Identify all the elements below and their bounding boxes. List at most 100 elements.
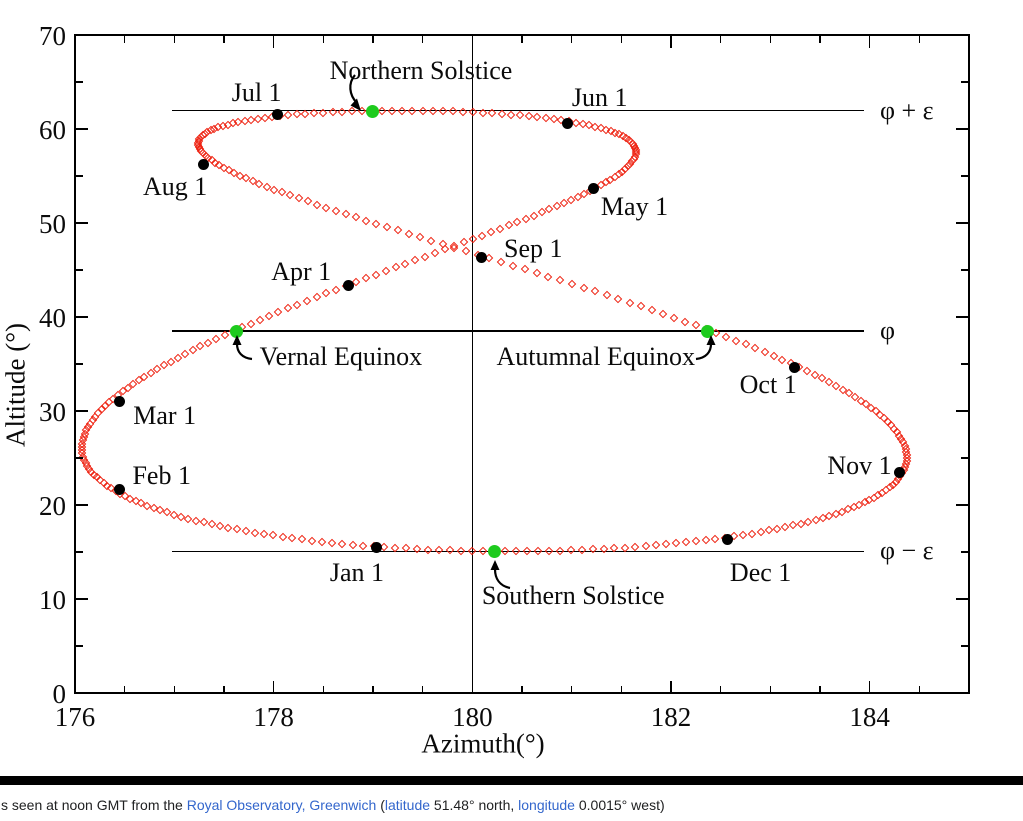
special-label: Vernal Equinox bbox=[259, 342, 423, 372]
axis-tick bbox=[819, 686, 821, 693]
month-label: Jan 1 bbox=[329, 558, 385, 588]
month-dot-jul1 bbox=[272, 109, 284, 121]
axis-tick bbox=[372, 686, 374, 693]
x-tick-label: 180 bbox=[452, 702, 493, 732]
axis-tick bbox=[961, 363, 968, 365]
reference-line-label-1: φ bbox=[880, 315, 896, 345]
month-dot-aug1 bbox=[197, 159, 209, 171]
y-tick-label: 40 bbox=[39, 303, 66, 333]
plot-frame-box bbox=[74, 34, 970, 694]
special-dot-vernal-equinox bbox=[230, 324, 244, 338]
month-dot-may1 bbox=[588, 182, 600, 194]
axis-tick bbox=[961, 81, 968, 83]
analemma-plot: Azimuth(°) Altitude (°) φ + ε φ φ − ε Jan 1… bbox=[1, 21, 970, 759]
axis-tick bbox=[769, 686, 772, 693]
axis-tick bbox=[322, 686, 325, 693]
axis-tick bbox=[322, 36, 325, 43]
axis-tick bbox=[521, 36, 523, 43]
reference-line-0 bbox=[172, 109, 864, 112]
y-tick-label: 60 bbox=[39, 115, 66, 145]
month-label: Feb 1 bbox=[132, 460, 191, 490]
axis-tick bbox=[123, 36, 126, 43]
caption-text: ( bbox=[376, 797, 385, 813]
axis-tick bbox=[620, 36, 623, 43]
month-dot-sep1 bbox=[475, 252, 487, 264]
reference-line-2 bbox=[172, 550, 864, 552]
month-label: Oct 1 bbox=[739, 369, 797, 399]
y-tick-label: 30 bbox=[39, 397, 66, 427]
y-tick-label: 0 bbox=[52, 679, 67, 709]
caption-text: 51.48° north, bbox=[430, 797, 519, 813]
axis-tick bbox=[956, 128, 968, 130]
axis-tick bbox=[76, 128, 88, 130]
x-tick-label: 178 bbox=[253, 702, 294, 732]
axis-tick bbox=[223, 36, 225, 43]
axis-tick bbox=[372, 36, 374, 43]
axis-tick bbox=[961, 175, 968, 177]
axis-tick bbox=[961, 551, 968, 553]
reference-line-label-2: φ − ε bbox=[880, 536, 934, 566]
y-tick-label: 10 bbox=[39, 585, 66, 615]
axis-tick bbox=[173, 686, 176, 693]
axis-tick bbox=[173, 36, 176, 43]
month-dot-oct1 bbox=[788, 362, 800, 374]
axis-tick bbox=[76, 175, 83, 177]
axis-tick bbox=[956, 222, 968, 224]
x-axis-title: Azimuth(°) bbox=[421, 728, 545, 759]
axis-tick bbox=[868, 36, 871, 48]
caption-text: 0.0015° west) bbox=[574, 797, 665, 813]
axis-tick bbox=[76, 645, 83, 647]
axis-tick bbox=[956, 316, 968, 318]
axis-tick bbox=[76, 316, 88, 318]
month-dot-nov1 bbox=[893, 466, 905, 478]
axis-tick bbox=[570, 36, 573, 43]
axis-tick bbox=[961, 645, 968, 647]
caption-text: s seen at noon GMT from the bbox=[1, 797, 187, 813]
divider-bar bbox=[0, 776, 1023, 785]
month-dot-apr1 bbox=[342, 279, 354, 291]
axis-tick bbox=[223, 686, 225, 693]
special-dot-autumnal-equinox bbox=[701, 324, 715, 338]
axis-tick bbox=[956, 598, 968, 600]
reference-line-label-0: φ + ε bbox=[880, 95, 934, 125]
axis-tick bbox=[918, 36, 921, 43]
caption-link[interactable]: longitude bbox=[518, 797, 575, 813]
month-label: Sep 1 bbox=[504, 233, 563, 263]
axis-tick bbox=[272, 681, 275, 693]
axis-tick bbox=[471, 681, 474, 693]
axis-tick bbox=[670, 681, 672, 693]
axis-tick bbox=[123, 686, 126, 693]
axis-tick bbox=[76, 363, 83, 365]
y-tick-label: 50 bbox=[39, 209, 66, 239]
month-label: Aug 1 bbox=[142, 171, 208, 201]
axis-tick bbox=[521, 686, 523, 693]
special-label: Southern Solstice bbox=[481, 581, 665, 611]
axis-tick bbox=[471, 36, 474, 48]
axis-tick bbox=[76, 269, 83, 271]
axis-tick bbox=[272, 36, 275, 48]
month-label: Jun 1 bbox=[571, 83, 628, 113]
caption-link[interactable]: latitude bbox=[384, 797, 431, 813]
reference-line-1 bbox=[172, 330, 864, 332]
caption-link[interactable]: Royal Observatory, Greenwich bbox=[186, 797, 377, 813]
axis-tick bbox=[421, 686, 424, 693]
month-label: Nov 1 bbox=[827, 451, 892, 481]
axis-tick bbox=[76, 81, 83, 83]
x-tick-label: 182 bbox=[650, 702, 692, 732]
x-tick-label: 176 bbox=[54, 702, 96, 732]
month-dot-jan1 bbox=[371, 541, 383, 553]
axis-tick bbox=[76, 551, 83, 553]
axis-tick bbox=[956, 410, 968, 412]
axis-tick bbox=[719, 36, 722, 43]
y-tick-label: 20 bbox=[39, 491, 66, 521]
axis-tick bbox=[918, 686, 921, 693]
axis-tick bbox=[961, 457, 968, 459]
axis-tick bbox=[76, 504, 88, 506]
axis-tick bbox=[670, 36, 672, 48]
axis-tick bbox=[76, 457, 83, 459]
axis-tick bbox=[421, 36, 424, 43]
y-tick-label: 70 bbox=[39, 21, 66, 51]
month-label: Dec 1 bbox=[729, 557, 792, 587]
special-label: Northern Solstice bbox=[329, 56, 513, 86]
month-label: Apr 1 bbox=[271, 257, 332, 287]
